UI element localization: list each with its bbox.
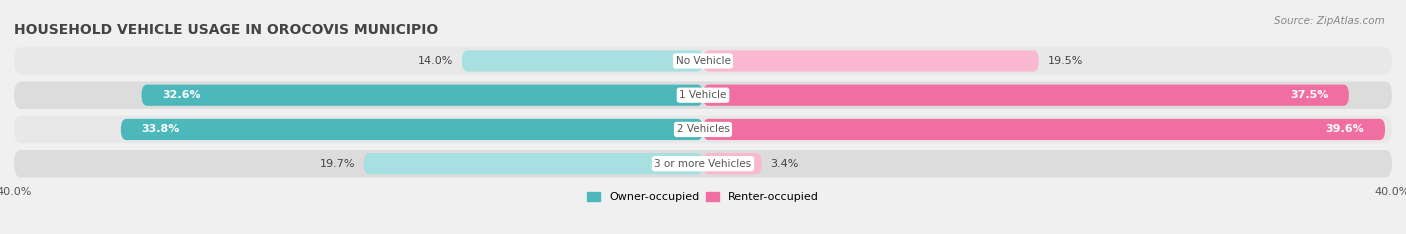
Text: No Vehicle: No Vehicle xyxy=(675,56,731,66)
FancyBboxPatch shape xyxy=(461,50,703,72)
FancyBboxPatch shape xyxy=(703,50,1039,72)
FancyBboxPatch shape xyxy=(364,153,703,174)
Legend: Owner-occupied, Renter-occupied: Owner-occupied, Renter-occupied xyxy=(586,192,820,202)
Text: 19.5%: 19.5% xyxy=(1047,56,1083,66)
Text: 14.0%: 14.0% xyxy=(418,56,453,66)
Text: 1 Vehicle: 1 Vehicle xyxy=(679,90,727,100)
FancyBboxPatch shape xyxy=(703,84,1348,106)
Text: 3 or more Vehicles: 3 or more Vehicles xyxy=(654,159,752,169)
FancyBboxPatch shape xyxy=(703,153,762,174)
Text: 3.4%: 3.4% xyxy=(770,159,799,169)
FancyBboxPatch shape xyxy=(121,119,703,140)
FancyBboxPatch shape xyxy=(142,84,703,106)
Text: Source: ZipAtlas.com: Source: ZipAtlas.com xyxy=(1274,16,1385,26)
FancyBboxPatch shape xyxy=(14,81,1392,109)
Text: 39.6%: 39.6% xyxy=(1326,124,1364,135)
Text: 33.8%: 33.8% xyxy=(142,124,180,135)
Text: 37.5%: 37.5% xyxy=(1289,90,1329,100)
FancyBboxPatch shape xyxy=(703,119,1385,140)
Text: HOUSEHOLD VEHICLE USAGE IN OROCOVIS MUNICIPIO: HOUSEHOLD VEHICLE USAGE IN OROCOVIS MUNI… xyxy=(14,23,439,37)
Text: 2 Vehicles: 2 Vehicles xyxy=(676,124,730,135)
Text: 19.7%: 19.7% xyxy=(319,159,356,169)
FancyBboxPatch shape xyxy=(14,47,1392,75)
FancyBboxPatch shape xyxy=(14,116,1392,143)
Text: 32.6%: 32.6% xyxy=(162,90,201,100)
FancyBboxPatch shape xyxy=(14,150,1392,177)
